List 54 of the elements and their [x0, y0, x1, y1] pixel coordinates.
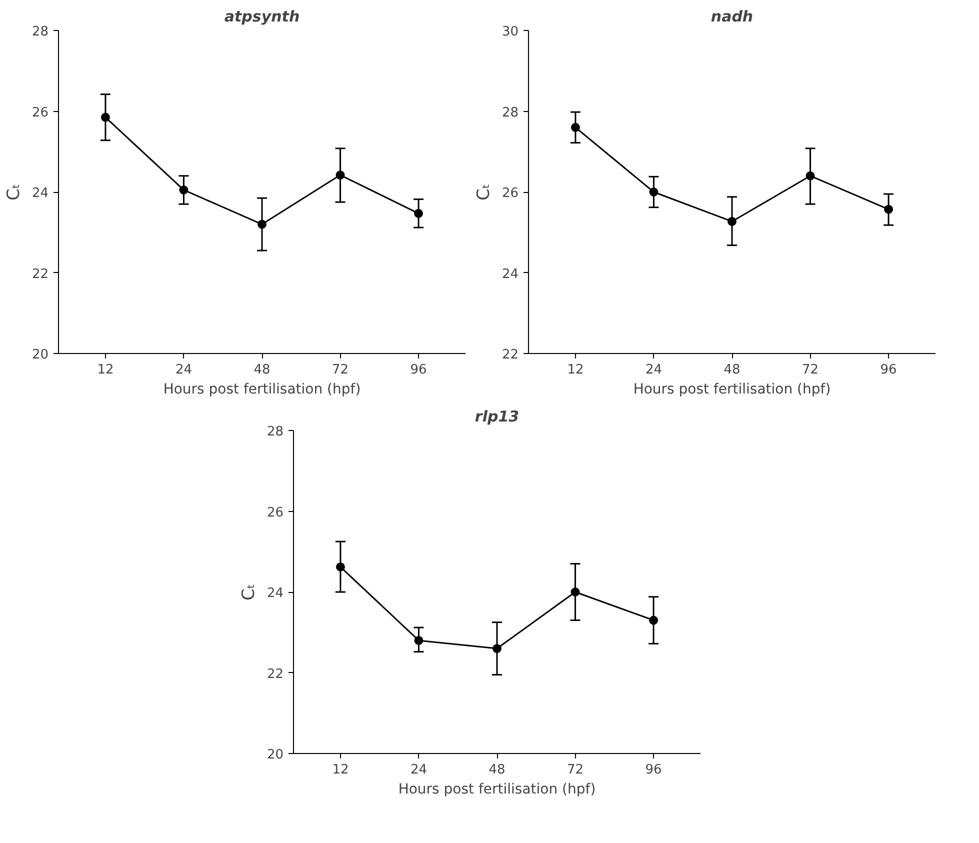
x-axis-title: Hours post fertilisation (hpf) — [633, 382, 831, 398]
y-tick-label: 22 — [502, 348, 519, 362]
point — [414, 636, 424, 645]
chart-title: nadh — [710, 8, 754, 26]
y-tick-label: 20 — [32, 348, 49, 362]
x-tick-label: 72 — [567, 762, 584, 778]
x-axis-title: Hours post fertilisation (hpf) — [398, 782, 596, 798]
chart-title: atpsynth — [224, 8, 300, 26]
point — [336, 170, 345, 180]
y-tick-label: 24 — [502, 266, 519, 282]
point — [179, 185, 188, 194]
x-tick-label: 96 — [645, 762, 662, 778]
y-tick-label: 28 — [502, 105, 519, 120]
y-tick-label: 22 — [266, 666, 284, 682]
point — [728, 216, 736, 226]
y-axis-title: Cₜ — [474, 184, 494, 200]
point — [649, 188, 658, 196]
point — [336, 562, 345, 572]
x-tick-label: 72 — [802, 362, 819, 378]
y-tick-label: 20 — [266, 748, 284, 762]
x-tick-label: 12 — [97, 362, 114, 378]
x-tick-label: 12 — [567, 362, 584, 378]
x-tick-label: 48 — [724, 362, 740, 378]
y-tick-label: 30 — [502, 24, 519, 40]
point — [100, 112, 110, 122]
point — [806, 171, 815, 180]
y-tick-label: 26 — [502, 186, 519, 201]
point — [492, 644, 502, 654]
chart-title: rlp13 — [474, 408, 520, 426]
y-tick-label: 26 — [32, 105, 49, 120]
point — [570, 588, 580, 596]
x-tick-label: 12 — [332, 762, 349, 778]
y-tick-label: 26 — [266, 505, 284, 520]
y-tick-label: 28 — [32, 24, 49, 40]
y-tick-label: 22 — [32, 266, 49, 282]
x-tick-label: 24 — [410, 762, 428, 778]
point — [649, 616, 658, 625]
x-tick-label: 24 — [645, 362, 662, 378]
x-tick-label: 96 — [410, 362, 427, 378]
point — [884, 204, 894, 214]
point — [258, 220, 266, 229]
y-tick-label: 28 — [266, 424, 284, 440]
x-axis-title: Hours post fertilisation (hpf) — [163, 382, 361, 398]
point — [414, 208, 424, 218]
x-tick-label: 48 — [254, 362, 270, 378]
x-tick-label: 96 — [880, 362, 897, 378]
x-tick-label: 48 — [488, 762, 506, 778]
y-tick-label: 24 — [266, 586, 284, 601]
x-tick-label: 72 — [332, 362, 349, 378]
y-axis-title: Cₜ — [238, 584, 259, 600]
point — [570, 122, 580, 132]
x-tick-label: 24 — [175, 362, 192, 378]
y-tick-label: 24 — [32, 186, 49, 201]
y-axis-title: Cₜ — [4, 184, 24, 200]
